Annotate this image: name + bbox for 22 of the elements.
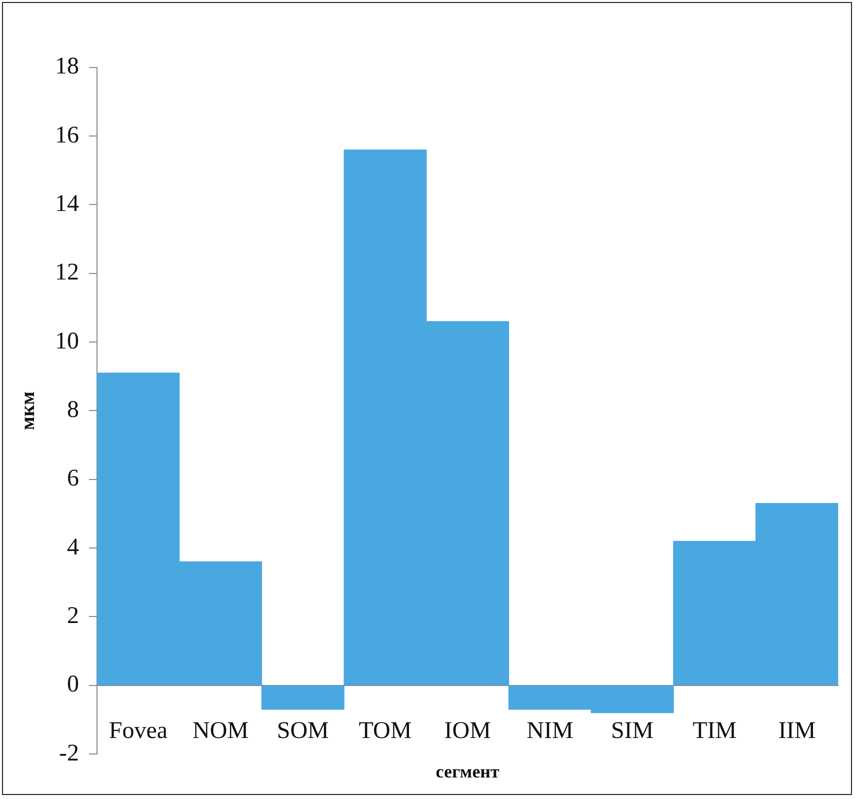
x-tick-label: IIM xyxy=(778,718,816,744)
y-tick-label: 2 xyxy=(67,602,79,629)
y-tick-label: 16 xyxy=(55,122,79,148)
x-tick-label: Fovea xyxy=(108,718,168,744)
y-axis-title: мкм xyxy=(17,391,40,430)
y-tick-label: -2 xyxy=(59,740,79,766)
y-tick-label: 6 xyxy=(67,466,79,492)
x-tick-label: IOM xyxy=(444,718,491,744)
x-tick-label: SIM xyxy=(610,718,654,744)
y-tick-label: 4 xyxy=(67,534,79,560)
x-tick-label: TOM xyxy=(358,718,412,744)
x-tick-label: TIM xyxy=(692,718,737,744)
y-tick-label: 18 xyxy=(55,54,79,80)
x-axis-title: сегмент xyxy=(436,762,500,782)
y-tick-label: 14 xyxy=(55,191,79,218)
x-tick-label: NOM xyxy=(192,718,249,744)
y-tick-label: 8 xyxy=(67,396,79,423)
x-tick-label: NIM xyxy=(526,718,574,744)
y-tick-label: 10 xyxy=(55,328,79,354)
x-tick-label: SOM xyxy=(276,718,329,744)
y-tick-label: 12 xyxy=(55,260,79,286)
y-tick-label: 0 xyxy=(67,672,79,698)
